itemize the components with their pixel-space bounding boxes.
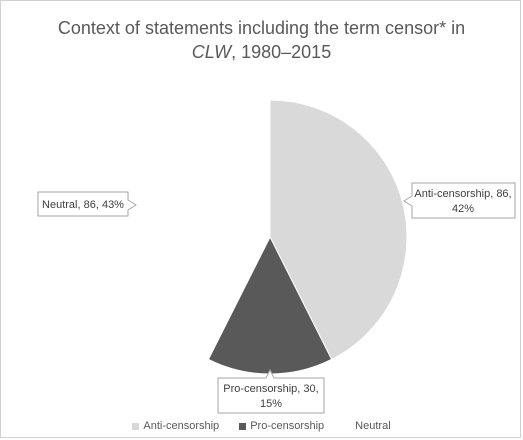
callout-pro-censorship-line1: Pro-censorship, 30, xyxy=(223,383,318,395)
title-rest: , 1980–2015 xyxy=(231,42,332,62)
pie-slice-anti-censorship xyxy=(269,99,408,361)
pie-slice-neutral xyxy=(132,99,271,361)
callout-pro-censorship-box xyxy=(217,368,325,414)
legend-swatch-pro-censorship xyxy=(239,422,247,430)
callout-anti-censorship-line1: Anti-censorship, 86, xyxy=(414,188,511,200)
callout-pro-censorship: Pro-censorship, 30, 15% xyxy=(217,368,325,414)
title-line-2: CLW, 1980–2015 xyxy=(0,40,523,64)
legend-swatch-neutral xyxy=(344,422,352,430)
callout-pro-censorship-line2: 15% xyxy=(260,398,282,410)
callout-anti-censorship-line2: 42% xyxy=(452,203,474,215)
legend-item-pro-censorship: Pro-censorship xyxy=(239,418,324,434)
legend-item-neutral: Neutral xyxy=(344,418,391,434)
title-line-1: Context of statements including the term… xyxy=(57,18,466,38)
callout-neutral: Neutral, 86, 43% xyxy=(37,191,137,217)
title-italic: CLW xyxy=(191,42,232,62)
callout-neutral-box xyxy=(37,191,137,217)
legend-swatch-anti-censorship xyxy=(132,422,140,430)
callout-anti-censorship-box xyxy=(403,182,516,219)
legend-label-pro-censorship: Pro-censorship xyxy=(250,420,325,432)
pie-slices xyxy=(132,99,408,375)
chart-title: Context of statements including the term… xyxy=(0,16,523,64)
chart-legend: Anti-censorship Pro-censorship Neutral xyxy=(0,418,523,434)
legend-label-anti-censorship: Anti-censorship xyxy=(143,420,220,432)
legend-label-neutral: Neutral xyxy=(355,420,391,432)
legend-item-anti-censorship: Anti-censorship xyxy=(132,418,219,434)
callout-neutral-line1: Neutral, 86, 43% xyxy=(42,199,124,211)
callout-anti-censorship: Anti-censorship, 86, 42% xyxy=(403,182,516,219)
